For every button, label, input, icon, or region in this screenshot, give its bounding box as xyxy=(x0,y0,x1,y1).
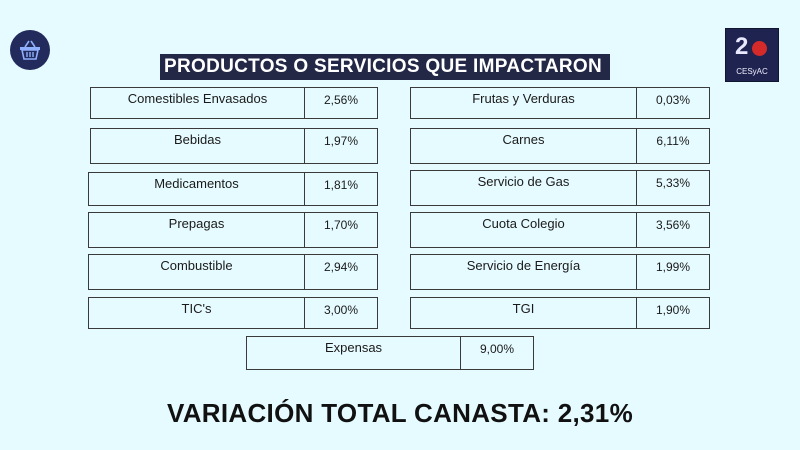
item-name: Bebidas xyxy=(91,129,305,163)
item-name: Servicio de Energía xyxy=(411,255,637,289)
item-value: 5,33% xyxy=(655,176,691,190)
table-row: Frutas y Verduras 0,03% xyxy=(410,87,710,119)
item-value: 1,97% xyxy=(323,134,359,148)
item-value: 2,94% xyxy=(323,260,359,274)
item-name: Frutas y Verduras xyxy=(411,88,637,118)
item-value: 1,90% xyxy=(655,303,691,317)
table-row: Expensas 9,00% xyxy=(246,336,534,370)
item-name: Medicamentos xyxy=(89,173,305,205)
logo-dot xyxy=(752,41,767,56)
item-value: 1,70% xyxy=(323,218,359,232)
item-value: 3,56% xyxy=(655,218,691,232)
brand-logo: 2 CESyAC xyxy=(725,28,779,82)
table-row: Servicio de Gas 5,33% xyxy=(410,170,710,206)
item-name: Comestibles Envasados xyxy=(91,88,305,118)
logo-number: 2 xyxy=(735,33,749,60)
item-name: Prepagas xyxy=(89,213,305,247)
table-row: Bebidas 1,97% xyxy=(90,128,378,164)
item-value: 1,81% xyxy=(323,178,359,192)
item-name: TIC's xyxy=(89,298,305,328)
item-value: 2,56% xyxy=(323,93,359,107)
item-value: 9,00% xyxy=(479,342,515,356)
item-value: 3,00% xyxy=(323,303,359,317)
table-row: TIC's 3,00% xyxy=(88,297,378,329)
item-name: Expensas xyxy=(247,337,461,369)
item-name: Carnes xyxy=(411,129,637,163)
table-row: Carnes 6,11% xyxy=(410,128,710,164)
item-name: TGI xyxy=(411,298,637,328)
item-value: 0,03% xyxy=(655,93,691,107)
table-row: Combustible 2,94% xyxy=(88,254,378,290)
total-variation: VARIACIÓN TOTAL CANASTA: 2,31% xyxy=(167,398,633,428)
item-name: Servicio de Gas xyxy=(411,171,637,205)
table-row: Cuota Colegio 3,56% xyxy=(410,212,710,248)
table-row: Prepagas 1,70% xyxy=(88,212,378,248)
page-title: PRODUCTOS O SERVICIOS QUE IMPACTARON xyxy=(160,54,610,80)
table-row: Servicio de Energía 1,99% xyxy=(410,254,710,290)
item-value: 6,11% xyxy=(656,134,690,148)
item-name: Cuota Colegio xyxy=(411,213,637,247)
table-row: Comestibles Envasados 2,56% xyxy=(90,87,378,119)
table-row: Medicamentos 1,81% xyxy=(88,172,378,206)
shopping-basket-icon xyxy=(10,30,50,70)
item-value: 1,99% xyxy=(655,260,691,274)
item-name: Combustible xyxy=(89,255,305,289)
table-row: TGI 1,90% xyxy=(410,297,710,329)
logo-text: CESyAC xyxy=(736,67,768,76)
